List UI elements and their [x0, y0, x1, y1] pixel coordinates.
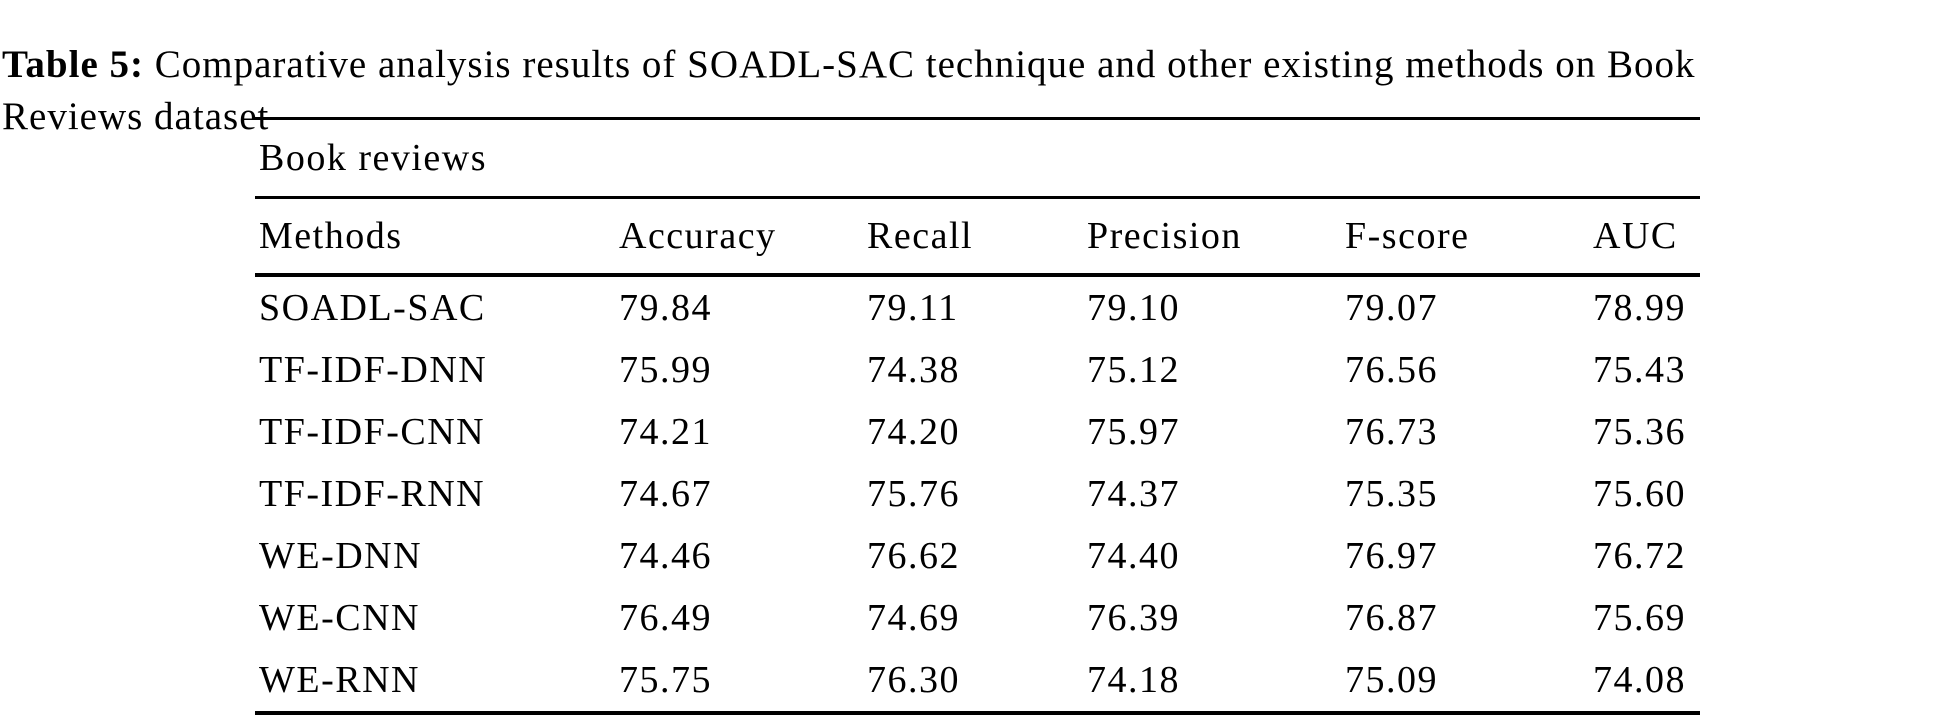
column-header-f-score: F-score — [1341, 197, 1589, 277]
table-row: WE-RNN 75.75 76.30 74.18 75.09 74.08 — [255, 649, 1700, 713]
method-cell: WE-RNN — [259, 659, 420, 701]
value-cell: 76.49 — [619, 597, 712, 639]
table-row: TF-IDF-DNN 75.99 74.38 75.12 76.56 75.43 — [255, 339, 1700, 401]
value-cell: 75.43 — [1593, 349, 1686, 391]
value-cell: 74.18 — [1087, 659, 1180, 701]
value-cell: 75.69 — [1593, 597, 1686, 639]
value-cell: 74.67 — [619, 473, 712, 515]
value-cell: 76.72 — [1593, 535, 1686, 577]
table-container: Book reviews Methods Accuracy Recall Precis… — [255, 117, 1703, 715]
value-cell: 74.46 — [619, 535, 712, 577]
value-cell: 75.09 — [1345, 659, 1438, 701]
value-cell: 74.40 — [1087, 535, 1180, 577]
value-cell: 76.87 — [1345, 597, 1438, 639]
value-cell: 76.56 — [1345, 349, 1438, 391]
group-header-row: Book reviews — [255, 118, 1700, 199]
value-cell: 79.11 — [867, 287, 959, 329]
value-cell: 75.99 — [619, 349, 712, 391]
column-header-auc: AUC — [1589, 197, 1700, 277]
method-cell: TF-IDF-CNN — [259, 411, 486, 453]
value-cell: 79.10 — [1087, 287, 1180, 329]
value-cell: 76.73 — [1345, 411, 1438, 453]
table-row: WE-CNN 76.49 74.69 76.39 76.87 75.69 — [255, 587, 1700, 649]
caption-line-2: Reviews dataset — [2, 95, 270, 138]
table-body: SOADL-SAC 79.84 79.11 79.10 79.07 78.99 TF-IDF… — [255, 275, 1700, 713]
table-caption: Table 5: Comparative analysis results of… — [2, 39, 1952, 143]
value-cell: 74.37 — [1087, 473, 1180, 515]
value-cell: 76.30 — [867, 659, 960, 701]
table-row: TF-IDF-CNN 74.21 74.20 75.97 76.73 75.36 — [255, 401, 1700, 463]
value-cell: 75.12 — [1087, 349, 1180, 391]
method-cell: SOADL-SAC — [259, 287, 486, 329]
table-row: WE-DNN 74.46 76.62 74.40 76.97 76.72 — [255, 525, 1700, 587]
value-cell: 74.38 — [867, 349, 960, 391]
value-cell: 79.07 — [1345, 287, 1438, 329]
caption-text: Comparative analysis results of SOADL-SA… — [154, 43, 1696, 86]
value-cell: 76.97 — [1345, 535, 1438, 577]
value-cell: 79.84 — [619, 287, 712, 329]
caption-line-1: Table 5: Comparative analysis results of… — [2, 43, 1695, 86]
value-cell: 74.08 — [1593, 659, 1686, 701]
value-cell: 76.39 — [1087, 597, 1180, 639]
column-header-recall: Recall — [863, 197, 1083, 277]
value-cell: 75.36 — [1593, 411, 1686, 453]
table-row: TF-IDF-RNN 74.67 75.76 74.37 75.35 75.60 — [255, 463, 1700, 525]
value-cell: 74.69 — [867, 597, 960, 639]
table-group-header: Book reviews — [255, 118, 1700, 199]
column-header-row: Methods Accuracy Recall Precision F-score AUC — [255, 197, 1700, 277]
value-cell: 75.35 — [1345, 473, 1438, 515]
value-cell: 78.99 — [1593, 287, 1686, 329]
results-table: Book reviews Methods Accuracy Recall Precis… — [255, 117, 1700, 715]
value-cell: 75.76 — [867, 473, 960, 515]
column-header-methods: Methods — [255, 197, 615, 277]
method-cell: TF-IDF-RNN — [259, 473, 486, 515]
value-cell: 76.62 — [867, 535, 960, 577]
method-cell: WE-DNN — [259, 535, 423, 577]
value-cell: 74.21 — [619, 411, 712, 453]
value-cell: 75.97 — [1087, 411, 1180, 453]
method-cell: TF-IDF-DNN — [259, 349, 488, 391]
method-cell: WE-CNN — [259, 597, 420, 639]
value-cell: 75.75 — [619, 659, 712, 701]
column-header-precision: Precision — [1083, 197, 1341, 277]
column-header-accuracy: Accuracy — [615, 197, 863, 277]
value-cell: 75.60 — [1593, 473, 1686, 515]
value-cell: 74.20 — [867, 411, 960, 453]
table-row: SOADL-SAC 79.84 79.11 79.10 79.07 78.99 — [255, 275, 1700, 339]
caption-label: Table 5: — [2, 43, 145, 86]
